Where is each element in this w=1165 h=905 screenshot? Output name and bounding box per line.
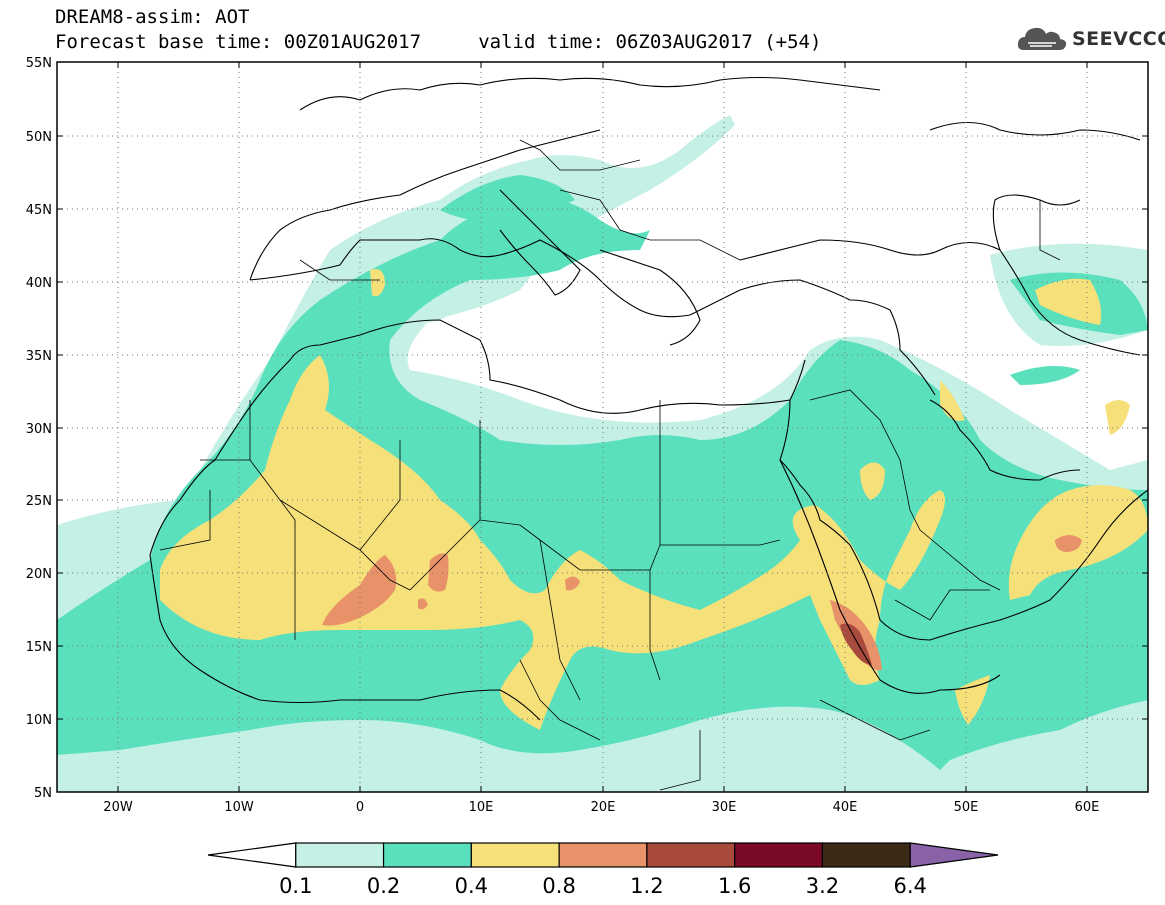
lat-labels: 55N 50N 45N 40N 35N 30N 25N 20N 15N 10N … bbox=[26, 56, 52, 801]
lat-label: 45N bbox=[26, 203, 52, 218]
lon-labels: 20W 10W 0 10E 20E 30E 40E 50E 60E bbox=[103, 800, 1099, 815]
legend-swatch bbox=[558, 842, 648, 868]
legend-swatch bbox=[382, 842, 472, 868]
lat-label: 55N bbox=[26, 56, 52, 71]
legend-label: 0.1 bbox=[279, 874, 312, 898]
lat-label: 35N bbox=[26, 349, 52, 364]
map-title: DREAM8-assim: AOT bbox=[55, 6, 250, 28]
lon-label: 10E bbox=[469, 800, 494, 815]
legend-swatch bbox=[295, 842, 385, 868]
legend-swatch bbox=[470, 842, 560, 868]
tick-marks bbox=[57, 61, 1148, 792]
legend-swatch bbox=[734, 842, 824, 868]
country-borders bbox=[159, 139, 1061, 791]
legend-label: 0.2 bbox=[367, 874, 400, 898]
legend-label: 0.8 bbox=[542, 874, 575, 898]
lon-label: 50E bbox=[954, 800, 979, 815]
lat-label: 15N bbox=[26, 640, 52, 655]
legend-label: 3.2 bbox=[806, 874, 839, 898]
lon-label: 0 bbox=[356, 800, 364, 815]
lon-label: 30E bbox=[712, 800, 737, 815]
lon-label: 10W bbox=[224, 800, 254, 815]
legend-swatch bbox=[909, 842, 999, 868]
lon-label: 20W bbox=[103, 800, 133, 815]
legend-label: 1.2 bbox=[630, 874, 663, 898]
legend-swatch bbox=[207, 842, 297, 868]
lat-label: 5N bbox=[34, 786, 52, 801]
lon-label: 40E bbox=[833, 800, 858, 815]
lat-label: 10N bbox=[26, 713, 52, 728]
graticule bbox=[57, 62, 1148, 792]
lon-label: 60E bbox=[1075, 800, 1100, 815]
lat-label: 40N bbox=[26, 276, 52, 291]
aot-0.4-0.8-region bbox=[160, 269, 1148, 730]
legend-label: 6.4 bbox=[894, 874, 927, 898]
lon-label: 20E bbox=[591, 800, 616, 815]
legend-swatch bbox=[821, 842, 911, 868]
coastlines bbox=[149, 76, 1148, 721]
aot-map: 55N 50N 45N 40N 35N 30N 25N 20N 15N 10N … bbox=[26, 56, 1149, 815]
seevccc-logo: SEEVCCC bbox=[1016, 24, 1165, 54]
legend-label: 1.6 bbox=[718, 874, 751, 898]
legend-swatch bbox=[646, 842, 736, 868]
lat-label: 25N bbox=[26, 494, 52, 509]
forecast-time-line: Forecast base time: 00Z01AUG2017 valid t… bbox=[55, 31, 822, 53]
lat-label: 50N bbox=[26, 130, 52, 145]
cloud-icon bbox=[1017, 27, 1067, 50]
lat-label: 30N bbox=[26, 422, 52, 437]
logo-text: SEEVCCC bbox=[1072, 28, 1165, 50]
lat-label: 20N bbox=[26, 567, 52, 582]
legend-label: 0.4 bbox=[455, 874, 488, 898]
